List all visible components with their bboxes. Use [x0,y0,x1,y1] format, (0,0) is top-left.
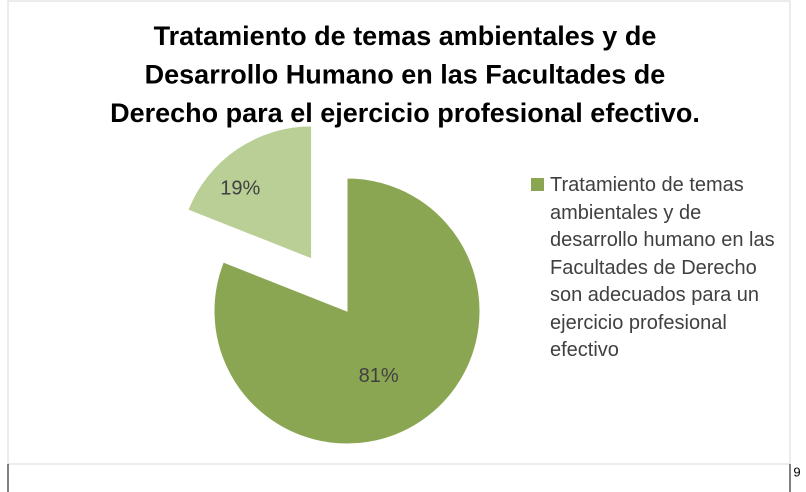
chart-title: Desarrollo Humano en las Facultades de [145,60,666,90]
pie-slice [213,177,481,445]
legend-label: Tratamiento de temas ambientales y de de… [550,174,775,361]
page-number: 9 [793,464,800,479]
chart-frame [7,0,791,465]
chart-title: Derecho para el ejercicio profesional ef… [110,98,700,128]
legend-swatch [531,178,544,191]
chart-title: Tratamiento de temas ambientales y de [154,21,657,51]
data-label: 19% [220,177,260,199]
data-label: 81% [359,365,399,387]
pie-slice [187,125,313,260]
